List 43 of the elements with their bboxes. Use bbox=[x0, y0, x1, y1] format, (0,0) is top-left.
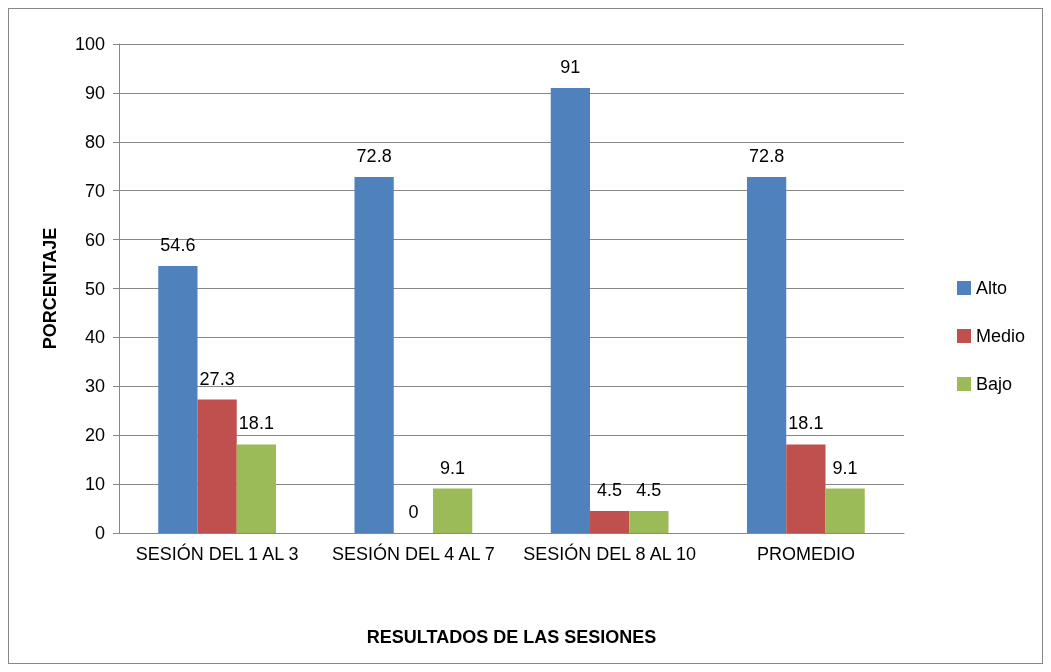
data-label: 4.5 bbox=[597, 479, 623, 500]
y-tick-label: 30 bbox=[84, 376, 105, 397]
legend-label: Bajo bbox=[975, 374, 1013, 394]
bar bbox=[629, 511, 669, 533]
y-tick-label: 20 bbox=[84, 425, 105, 446]
data-label: 91 bbox=[560, 57, 581, 78]
y-tick-label: 40 bbox=[84, 327, 105, 348]
x-tick-label: SESIÓN DEL 8 AL 10 bbox=[523, 543, 697, 564]
bar bbox=[550, 88, 590, 533]
bar bbox=[433, 488, 473, 533]
bar bbox=[747, 177, 787, 533]
y-tick-label: 10 bbox=[84, 474, 105, 495]
y-tick-label: 60 bbox=[84, 229, 105, 250]
data-label: 0 bbox=[408, 502, 419, 522]
y-tick-label: 70 bbox=[84, 180, 105, 201]
x-axis-title: RESULTADOS DE LAS SESIONES bbox=[366, 627, 657, 647]
bar bbox=[354, 177, 394, 533]
x-tick-label: SESIÓN DEL 1 AL 3 bbox=[135, 543, 299, 564]
y-axis-title: PORCENTAJE bbox=[40, 227, 60, 350]
x-tick-label: PROMEDIO bbox=[756, 544, 855, 564]
y-tick-label: 90 bbox=[84, 82, 105, 103]
bar bbox=[590, 511, 630, 533]
data-label: 4.5 bbox=[636, 479, 662, 500]
bar bbox=[158, 266, 198, 533]
legend-label: Medio bbox=[975, 326, 1026, 346]
legend-label: Alto bbox=[975, 278, 1008, 298]
bar bbox=[236, 444, 276, 533]
data-label: 9.1 bbox=[440, 457, 466, 478]
bar bbox=[197, 399, 237, 533]
data-label: 72.8 bbox=[749, 146, 785, 167]
bar bbox=[786, 444, 826, 533]
y-tick-label: 100 bbox=[74, 34, 105, 54]
data-label: 27.3 bbox=[199, 368, 235, 389]
data-label: 18.1 bbox=[788, 413, 824, 434]
y-tick-label: 50 bbox=[84, 278, 105, 299]
data-label: 72.8 bbox=[356, 146, 392, 167]
x-tick-label: SESIÓN DEL 4 AL 7 bbox=[332, 543, 495, 564]
y-tick-label: 80 bbox=[84, 131, 105, 152]
bar bbox=[825, 488, 865, 533]
y-tick-label: 0 bbox=[94, 523, 105, 543]
data-label: 9.1 bbox=[832, 457, 858, 478]
data-label: 18.1 bbox=[238, 413, 274, 434]
data-label: 54.6 bbox=[160, 235, 196, 256]
